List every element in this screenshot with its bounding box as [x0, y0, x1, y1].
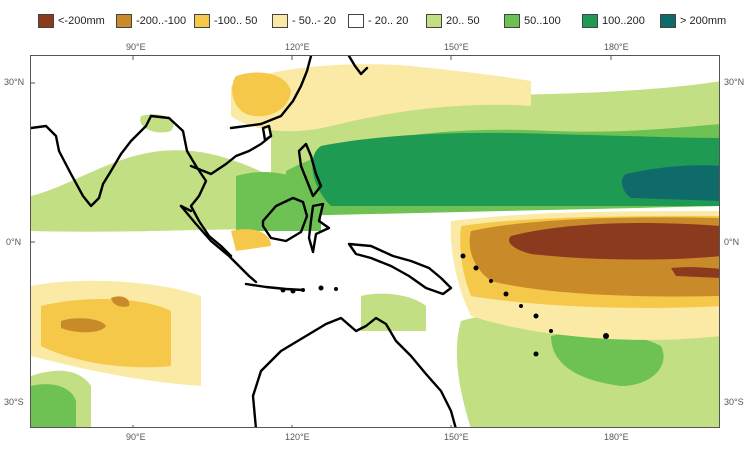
legend-item-lt-minus200: <-200mm: [38, 10, 105, 32]
legend-swatch: [660, 14, 676, 28]
left-latitude-label: 30°S: [4, 397, 24, 407]
right-latitude-label: 30°S: [724, 397, 744, 407]
legend-label: 50..100: [524, 15, 561, 27]
legend-item-minus20-20: - 20.. 20: [348, 10, 408, 32]
legend-swatch: [38, 14, 54, 28]
small-islands: [280, 253, 609, 357]
legend-item-100-200: 100..200: [582, 10, 645, 32]
legend-item-minus200-minus100: -200..-100: [116, 10, 186, 32]
legend-swatch: [426, 14, 442, 28]
bottom-longitude-label: 180°E: [604, 432, 629, 442]
legend-swatch: [194, 14, 210, 28]
anomaly-wet-strong: [312, 132, 719, 206]
legend-label: 100..200: [602, 15, 645, 27]
anomaly-dry-extreme: [509, 223, 719, 278]
left-latitude-label: 0°N: [6, 237, 22, 247]
legend-swatch: [272, 14, 288, 28]
bottom-longitude-label: 150°E: [444, 432, 469, 442]
anomaly-wet-extreme: [621, 165, 719, 201]
bottom-longitude-label: 120°E: [285, 432, 310, 442]
right-latitude-label: 0°N: [724, 237, 740, 247]
legend-label: - 20.. 20: [368, 15, 409, 27]
legend-label: <-200mm: [58, 15, 105, 27]
legend-label: - 50..- 20: [292, 15, 337, 27]
legend-label: -100.. 50: [214, 15, 258, 27]
top-longitude-label: 120°E: [285, 42, 310, 52]
rainfall-anomaly-map: [30, 55, 720, 428]
legend: <-200mm -200..-100 -100.. 50 - 50..- 20 …: [38, 10, 738, 32]
coastlines: [31, 56, 457, 427]
map-canvas: [31, 56, 719, 427]
bottom-longitude-label: 90°E: [126, 432, 146, 442]
top-longitude-label: 90°E: [126, 42, 146, 52]
top-longitude-label: 180°E: [604, 42, 629, 52]
top-longitude-label: 150°E: [444, 42, 469, 52]
legend-swatch: [504, 14, 520, 28]
legend-item-50-100: 50..100: [504, 10, 561, 32]
right-latitude-label: 30°N: [724, 77, 745, 87]
legend-item-20-50: 20.. 50: [426, 10, 480, 32]
legend-swatch: [582, 14, 598, 28]
legend-label: > 200mm: [680, 15, 727, 27]
legend-label: -200..-100: [136, 15, 187, 27]
legend-item-minus50-minus20: - 50..- 20: [272, 10, 336, 32]
legend-label: 20.. 50: [446, 15, 480, 27]
legend-item-minus100-50: -100.. 50: [194, 10, 257, 32]
legend-swatch: [348, 14, 364, 28]
legend-swatch: [116, 14, 132, 28]
legend-item-gt-200: > 200mm: [660, 10, 726, 32]
left-latitude-label: 30°N: [4, 77, 25, 87]
